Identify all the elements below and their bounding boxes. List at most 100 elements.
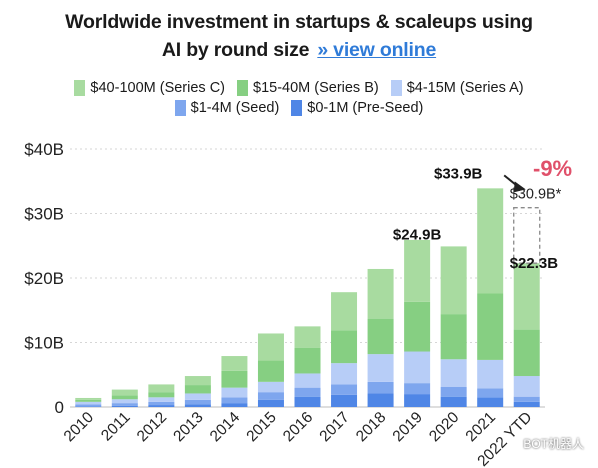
bar-segment (367, 381, 394, 394)
bar-segment (257, 399, 284, 407)
x-tick-label: 2018 (353, 409, 389, 445)
bar-segment (404, 383, 431, 395)
legend-row-2: $1-4M (Seed) $0-1M (Pre-Seed) (0, 98, 598, 118)
bar-segment (75, 401, 102, 405)
bar-segment (221, 370, 248, 388)
bar-segment (257, 392, 284, 400)
bar-segment (294, 387, 321, 397)
bar-segment (184, 385, 211, 394)
watermark-text: BOT机器人 (523, 437, 584, 451)
legend-label: $0-1M (Pre-Seed) (307, 100, 424, 116)
bar-segment (111, 395, 138, 400)
bar-segment (184, 404, 211, 407)
x-tick-label: 2012 (134, 409, 170, 445)
bar-segment (148, 384, 175, 393)
chart-legend: $40-100M (Series C) $15-40M (Series B) $4-… (0, 78, 598, 118)
bar-segment (111, 405, 138, 407)
y-tick-label: $40B (24, 140, 64, 159)
bar-segment (477, 388, 504, 398)
bar-segment (367, 393, 394, 407)
bar-segment (440, 359, 467, 388)
y-tick-label: $30B (24, 205, 64, 224)
bar-segment (294, 347, 321, 374)
bar-segment (331, 384, 358, 395)
title-line-2: AI by round size » view online (0, 36, 598, 64)
bar-segment (148, 401, 175, 406)
bar-segment (404, 351, 431, 384)
bar-segment (75, 404, 102, 407)
legend-label: $1-4M (Seed) (190, 100, 280, 116)
legend-item: $40-100M (Series C) (74, 78, 225, 98)
bar-segment (440, 396, 467, 407)
legend-item: $15-40M (Series B) (237, 78, 379, 98)
projection-label: $30.9B* (510, 187, 562, 203)
bar-segment (184, 376, 211, 386)
x-tick-label: 2010 (61, 409, 98, 446)
bar-segment (331, 363, 358, 385)
bar-segment (513, 376, 540, 397)
view-online-link[interactable]: » view online (317, 39, 437, 61)
bar-segment (477, 188, 504, 294)
bar-segment (184, 399, 211, 405)
bar-segment (513, 329, 540, 377)
chart-title: Worldwide investment in startups & scale… (0, 8, 598, 64)
bar-segment (148, 405, 175, 407)
bar-segment (404, 301, 431, 352)
value-label: $33.9B (434, 165, 483, 182)
bar-segment (294, 326, 321, 348)
bar-segment (75, 397, 102, 400)
legend-label: $4-15M (Series A) (406, 80, 524, 96)
change-arrow-head (513, 181, 526, 193)
bar-segment (294, 396, 321, 407)
title-line-2-text: AI by round size (161, 39, 310, 61)
bar-segment (111, 389, 138, 396)
bar-segment (257, 360, 284, 382)
bar-segment (404, 394, 431, 407)
projection-box (513, 207, 541, 264)
bar-segment (477, 397, 504, 407)
bar-segment (111, 403, 138, 406)
legend-item: $1-4M (Seed) (174, 98, 280, 118)
bar-segment (440, 246, 467, 315)
legend-row-1: $40-100M (Series C) $15-40M (Series B) $4-… (0, 78, 598, 98)
bar-segment (257, 333, 284, 361)
legend-item: $4-15M (Series A) (390, 78, 524, 98)
value-label: $22.3B (510, 255, 559, 272)
x-tick-label: 2011 (98, 409, 134, 445)
bar-segment (477, 293, 504, 360)
change-percent-label: -9% (533, 156, 572, 181)
legend-swatch (291, 100, 303, 116)
bar-segment (367, 318, 394, 355)
bar-segment (440, 387, 467, 397)
y-tick-label: $20B (24, 269, 64, 288)
legend-swatch (74, 80, 86, 96)
x-tick-label: 2017 (316, 409, 352, 445)
legend-swatch (390, 80, 402, 96)
legend-swatch (174, 100, 186, 116)
bar-segment (221, 403, 248, 407)
y-tick-label: $10B (24, 334, 64, 353)
bar-segment (513, 401, 540, 407)
title-line-1: Worldwide investment in startups & scale… (65, 11, 533, 33)
bar-segment (331, 330, 358, 364)
x-tick-label: 2015 (243, 409, 279, 445)
bar-segment (257, 381, 284, 393)
x-tick-label: 2013 (170, 409, 206, 445)
bar-segment (221, 356, 248, 371)
bar-segment (221, 397, 248, 404)
bar-segment (477, 359, 504, 389)
bar-segment (367, 268, 394, 319)
value-label: $24.9B (393, 226, 442, 243)
bar-segment (331, 292, 358, 331)
legend-label: $15-40M (Series B) (253, 80, 379, 96)
x-tick-label: 2016 (280, 409, 316, 445)
bar-segment (111, 399, 138, 404)
bar-segment (331, 394, 358, 407)
x-tick-label: 2020 (426, 409, 463, 446)
bar-segment (75, 406, 102, 407)
legend-item: $0-1M (Pre-Seed) (291, 98, 423, 118)
bar-segment (148, 392, 175, 398)
legend-label: $40-100M (Series C) (90, 80, 225, 96)
bar-segment (148, 397, 175, 402)
